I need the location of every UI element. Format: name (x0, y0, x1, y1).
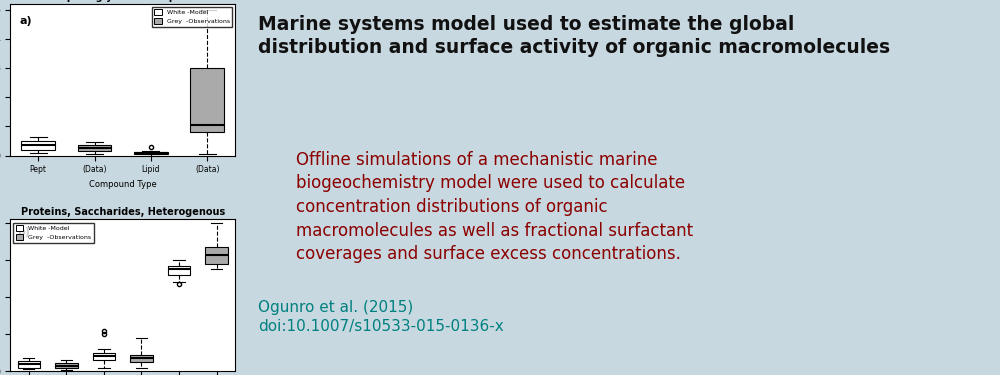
X-axis label: Compound Type: Compound Type (89, 180, 157, 189)
Text: a): a) (19, 16, 32, 26)
Text: Marine systems model used to estimate the global
distribution and surface activi: Marine systems model used to estimate th… (258, 15, 890, 57)
Legend: White -Model, Grey  -Observations: White -Model, Grey -Observations (152, 7, 232, 27)
PathPatch shape (93, 353, 115, 360)
PathPatch shape (205, 247, 228, 264)
PathPatch shape (134, 152, 168, 154)
PathPatch shape (78, 146, 111, 151)
Title: Peptidoglycan and Lipids: Peptidoglycan and Lipids (53, 0, 192, 2)
Text: Offline simulations of a mechanistic marine
biogeochemistry model were used to c: Offline simulations of a mechanistic mar… (296, 151, 693, 263)
Text: b): b) (17, 227, 30, 237)
PathPatch shape (168, 266, 190, 275)
Legend: White -Model, Grey  -Observations: White -Model, Grey -Observations (13, 222, 94, 243)
PathPatch shape (18, 361, 40, 368)
Text: Ogunro et al. (2015)
doi:10.1007/s10533-015-0136-x: Ogunro et al. (2015) doi:10.1007/s10533-… (258, 300, 504, 334)
PathPatch shape (130, 355, 153, 362)
PathPatch shape (190, 68, 224, 132)
PathPatch shape (21, 141, 55, 150)
PathPatch shape (55, 363, 78, 369)
Title: Proteins, Saccharides, Heterogenous: Proteins, Saccharides, Heterogenous (21, 207, 225, 217)
